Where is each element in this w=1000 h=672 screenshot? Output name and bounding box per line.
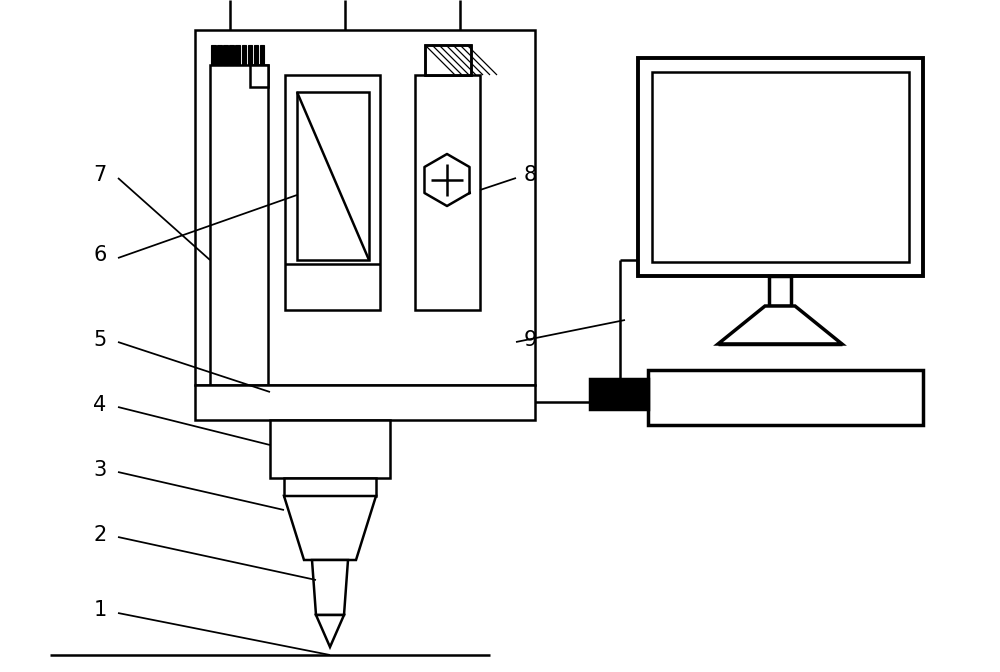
Text: 9: 9 <box>523 330 537 350</box>
Polygon shape <box>718 306 842 344</box>
Bar <box>769 276 791 306</box>
Bar <box>260 45 264 65</box>
Bar <box>211 45 216 65</box>
Bar <box>248 45 252 65</box>
Bar <box>648 370 923 425</box>
Text: 7: 7 <box>93 165 107 185</box>
Bar <box>235 45 240 65</box>
Text: 2: 2 <box>93 525 107 545</box>
Bar <box>425 45 471 75</box>
Bar <box>638 58 923 276</box>
Bar <box>284 478 376 496</box>
Text: 6: 6 <box>93 245 107 265</box>
Bar <box>254 45 258 65</box>
Bar <box>285 75 380 310</box>
Text: 4: 4 <box>93 395 107 415</box>
Bar <box>195 385 535 420</box>
Bar <box>229 45 234 65</box>
Bar <box>210 65 268 385</box>
Bar <box>242 45 246 65</box>
Polygon shape <box>316 615 344 647</box>
Bar <box>223 45 228 65</box>
Bar <box>217 45 222 65</box>
Bar <box>415 75 480 310</box>
Bar <box>250 65 268 87</box>
Bar <box>590 379 648 409</box>
Bar <box>425 45 471 75</box>
Bar <box>270 420 390 478</box>
Bar <box>652 72 909 262</box>
Text: 5: 5 <box>93 330 107 350</box>
Text: 3: 3 <box>93 460 107 480</box>
Polygon shape <box>284 496 376 560</box>
Bar <box>297 92 369 260</box>
Polygon shape <box>312 560 348 615</box>
Bar <box>195 30 535 385</box>
Text: 8: 8 <box>523 165 537 185</box>
Text: 1: 1 <box>93 600 107 620</box>
